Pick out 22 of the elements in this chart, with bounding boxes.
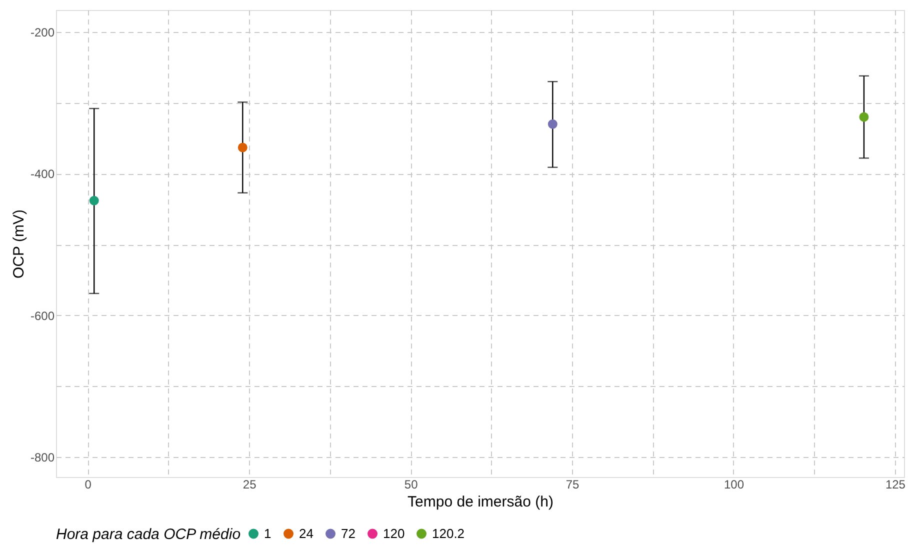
x-axis-title: Tempo de imersão (h) [408,494,554,510]
legend-label: 120 [383,526,405,541]
y-tick-label: -600 [30,308,55,323]
y-tick-label: -800 [30,450,55,465]
point [89,196,99,206]
y-tick-label: -400 [30,167,55,182]
y-axis-title: OCP (mV) [10,210,28,278]
x-tick-label: 125 [885,478,906,492]
x-tick-label: 100 [724,478,744,492]
point [859,112,869,122]
y-tick-label: -200 [30,25,55,40]
legend-title: Hora para cada OCP médio [56,526,241,543]
x-tick-label: 25 [242,478,257,492]
x-tick-label: 50 [404,478,418,492]
legend-label: 120.2 [432,526,465,541]
legend-label: 72 [341,526,356,541]
x-tick-label: 0 [84,478,92,492]
legend-label: 1 [264,526,272,541]
x-tick-label: 75 [566,478,580,492]
point [238,142,248,152]
legend-label: 24 [299,526,314,541]
point [548,119,558,129]
